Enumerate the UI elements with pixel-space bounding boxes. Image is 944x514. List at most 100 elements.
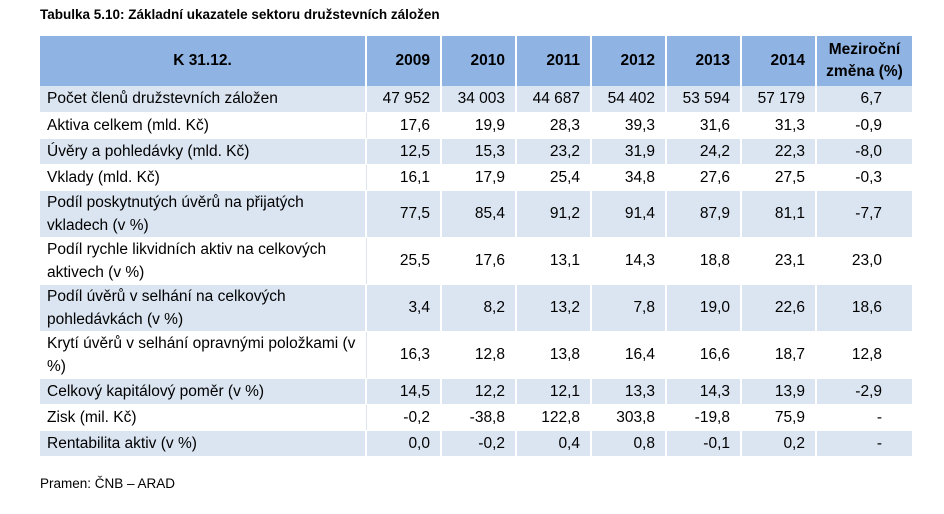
row-value: 18,8 — [666, 237, 742, 285]
row-label: Aktiva celkem (mld. Kč) — [40, 112, 367, 139]
header-year: 2009 — [366, 36, 442, 86]
table-row: Celkový kapitálový poměr (v %) 14,5 12,2 12… — [40, 378, 912, 405]
row-value: -0,1 — [666, 430, 742, 457]
row-label: Počet členů družstevních záložen — [40, 86, 367, 113]
row-change: - — [816, 430, 912, 457]
row-value: 91,2 — [516, 190, 592, 238]
row-value: 3,4 — [366, 284, 442, 332]
row-value: 28,3 — [516, 112, 592, 139]
row-value: 34,8 — [591, 164, 667, 191]
row-value: 31,6 — [666, 112, 742, 139]
row-change: -2,9 — [816, 378, 912, 405]
row-value: 14,3 — [666, 378, 742, 405]
row-value: 16,3 — [366, 331, 442, 379]
row-value: -38,8 — [441, 404, 517, 431]
row-value: 27,6 — [666, 164, 742, 191]
row-value: 122,8 — [516, 404, 592, 431]
row-label: Zisk (mil. Kč) — [40, 404, 367, 431]
row-value: 47 952 — [366, 86, 442, 113]
row-value: 12,8 — [441, 331, 517, 379]
row-change: -0,3 — [816, 164, 912, 191]
source-note: Pramen: ČNB – ARAD — [40, 476, 176, 491]
table-row: Rentabilita aktiv (v %) 0,0 -0,2 0,4 0,8 -0,1… — [40, 430, 912, 457]
row-label: Celkový kapitálový poměr (v %) — [40, 378, 367, 405]
row-value: 17,9 — [441, 164, 517, 191]
row-value: 22,6 — [741, 284, 817, 332]
row-value: 14,3 — [591, 237, 667, 285]
row-change: - — [816, 404, 912, 431]
header-change-col: Meziroční změna (%) — [816, 36, 912, 86]
row-change: -7,7 — [816, 190, 912, 238]
row-value: 77,5 — [366, 190, 442, 238]
row-value: 17,6 — [441, 237, 517, 285]
table-row: Aktiva celkem (mld. Kč) 17,6 19,9 28,3 39,3 3… — [40, 112, 912, 139]
row-change: 18,6 — [816, 284, 912, 332]
row-value: -19,8 — [666, 404, 742, 431]
row-value: 16,6 — [666, 331, 742, 379]
row-label: Úvěry a pohledávky (mld. Kč) — [40, 138, 367, 165]
row-value: 54 402 — [591, 86, 667, 113]
header-year: 2013 — [666, 36, 742, 86]
table-row: Podíl rychle likvidních aktiv na celkový… — [40, 237, 912, 285]
row-value: 0,2 — [741, 430, 817, 457]
table-row: Podíl úvěrů v selhání na celkových pohle… — [40, 284, 912, 332]
row-value: -0,2 — [366, 404, 442, 431]
row-value: 19,0 — [666, 284, 742, 332]
row-value: 16,1 — [366, 164, 442, 191]
row-label: Vklady (mld. Kč) — [40, 164, 367, 191]
row-value: 23,1 — [741, 237, 817, 285]
row-value: 13,9 — [741, 378, 817, 405]
row-label: Podíl poskytnutých úvěrů na přijatých vk… — [40, 190, 367, 238]
row-value: 44 687 — [516, 86, 592, 113]
row-value: 19,9 — [441, 112, 517, 139]
table-row: Krytí úvěrů v selhání opravnými položkam… — [40, 331, 912, 379]
row-change: -8,0 — [816, 138, 912, 165]
row-value: 23,2 — [516, 138, 592, 165]
row-value: 39,3 — [591, 112, 667, 139]
row-label: Rentabilita aktiv (v %) — [40, 430, 367, 457]
row-value: 34 003 — [441, 86, 517, 113]
row-value: 24,2 — [666, 138, 742, 165]
row-label: Podíl úvěrů v selhání na celkových pohle… — [40, 284, 367, 332]
row-value: 13,8 — [516, 331, 592, 379]
row-value: 91,4 — [591, 190, 667, 238]
indicators-table: K 31.12. 2009 2010 2011 2012 2013 2014 M… — [40, 36, 912, 457]
table-caption: Tabulka 5.10: Základní ukazatele sektoru… — [40, 7, 440, 22]
table-row: Podíl poskytnutých úvěrů na přijatých vk… — [40, 190, 912, 238]
row-value: 87,9 — [666, 190, 742, 238]
row-value: 303,8 — [591, 404, 667, 431]
row-change: 6,7 — [816, 86, 912, 113]
row-value: 81,1 — [741, 190, 817, 238]
table-row: Úvěry a pohledávky (mld. Kč) 12,5 15,3 23,2… — [40, 138, 912, 165]
row-value: 13,2 — [516, 284, 592, 332]
row-change: 12,8 — [816, 331, 912, 379]
row-value: 31,9 — [591, 138, 667, 165]
row-value: -0,2 — [441, 430, 517, 457]
header-year: 2010 — [441, 36, 517, 86]
row-value: 17,6 — [366, 112, 442, 139]
row-value: 0,4 — [516, 430, 592, 457]
table-header-row: K 31.12. 2009 2010 2011 2012 2013 2014 M… — [40, 36, 912, 86]
row-value: 22,3 — [741, 138, 817, 165]
row-value: 12,5 — [366, 138, 442, 165]
header-year: 2012 — [591, 36, 667, 86]
row-change: 23,0 — [816, 237, 912, 285]
row-value: 18,7 — [741, 331, 817, 379]
table-row: Zisk (mil. Kč) -0,2 -38,8 122,8 303,8 -19,8 75… — [40, 404, 912, 431]
indicators-table-container: K 31.12. 2009 2010 2011 2012 2013 2014 M… — [40, 36, 912, 457]
row-value: 8,2 — [441, 284, 517, 332]
row-value: 7,8 — [591, 284, 667, 332]
row-value: 0,8 — [591, 430, 667, 457]
row-value: 25,5 — [366, 237, 442, 285]
row-value: 0,0 — [366, 430, 442, 457]
header-label-col: K 31.12. — [40, 36, 367, 86]
row-value: 13,1 — [516, 237, 592, 285]
row-value: 57 179 — [741, 86, 817, 113]
row-value: 25,4 — [516, 164, 592, 191]
row-value: 15,3 — [441, 138, 517, 165]
row-value: 85,4 — [441, 190, 517, 238]
row-value: 16,4 — [591, 331, 667, 379]
table-row: Počet členů družstevních záložen 47 952 34… — [40, 86, 912, 113]
row-value: 75,9 — [741, 404, 817, 431]
row-value: 14,5 — [366, 378, 442, 405]
